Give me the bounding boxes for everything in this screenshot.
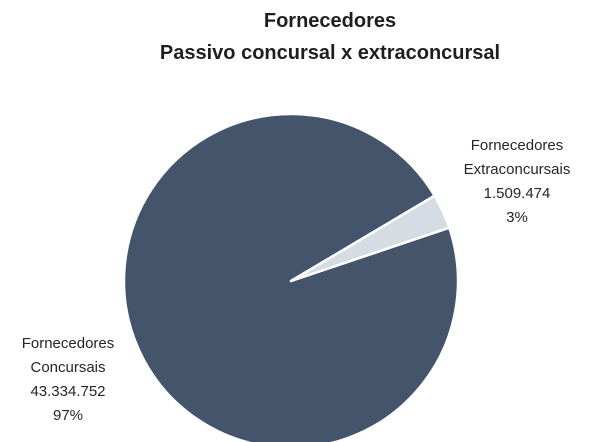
percent-label: 3% [506,209,528,226]
value-label: 43.334.752 [30,383,106,400]
chart-subtitle: Passivo concursal x extraconcursal [159,42,501,64]
chart-title: Fornecedores [263,10,397,32]
pie-slice [289,194,451,283]
value-label: 1.509.474 [483,185,551,202]
category-label: Fornecedores Concursais [21,335,115,376]
slice-label: Fornecedores Extraconcursais 1.509.474 3… [447,134,587,230]
pie-slice [122,112,460,442]
slice-label: Fornecedores Concursais 43.334.752 97% [0,332,138,428]
category-label: Fornecedores Extraconcursais [463,137,571,178]
percent-label: 97% [52,407,84,424]
